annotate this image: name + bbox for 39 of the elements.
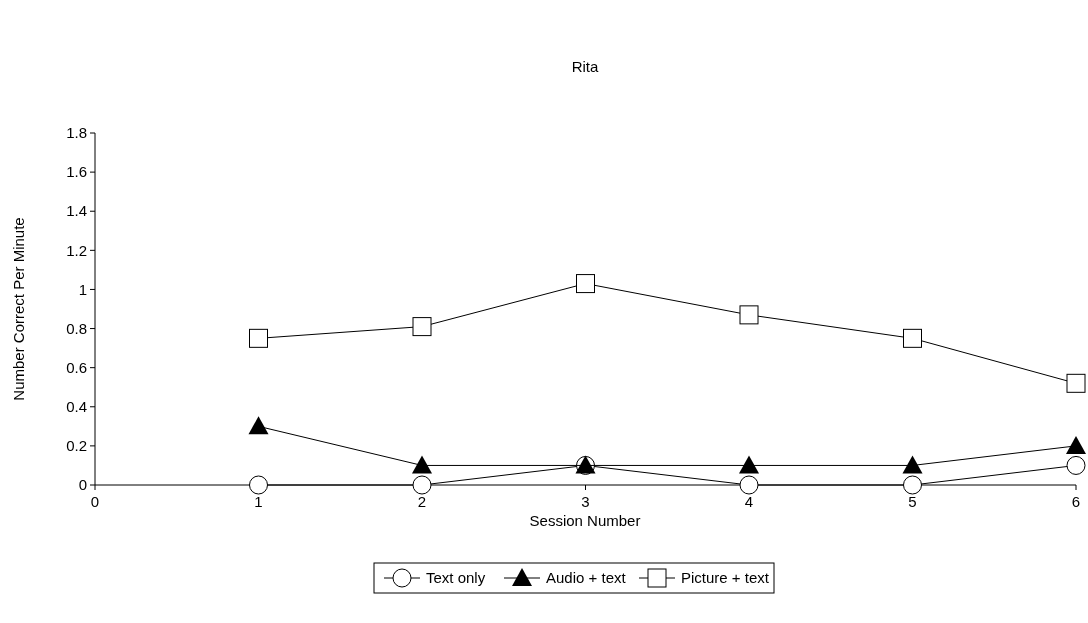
- point: [412, 475, 432, 495]
- point: [1066, 455, 1086, 475]
- legend-label: Text only: [426, 569, 486, 587]
- y-tick-label: 1.8: [66, 124, 87, 142]
- point: [739, 455, 759, 474]
- point: [903, 475, 922, 495]
- point: [412, 317, 432, 337]
- x-tick-label: 1: [254, 493, 263, 510]
- point: [1066, 373, 1086, 393]
- point: [739, 305, 759, 325]
- y-tick-label: 0.2: [66, 437, 87, 455]
- x-tick-label: 5: [908, 493, 917, 510]
- point: [739, 475, 759, 495]
- point: [249, 475, 268, 495]
- point: [576, 274, 595, 294]
- x-tick-label: 6: [1071, 493, 1081, 510]
- y-axis-title: Number Correct Per Minute: [10, 217, 27, 401]
- y-tick-label: 0.4: [66, 398, 87, 416]
- y-tick-label: 1: [78, 280, 87, 298]
- y-tick-label: 1.4: [66, 202, 87, 220]
- point: [249, 328, 268, 348]
- y-tick-label: 1.2: [66, 241, 87, 259]
- x-tick-label: 0: [90, 493, 100, 510]
- legend-label: Picture + text: [681, 569, 770, 587]
- point: [412, 455, 432, 474]
- x-tick-label: 3: [581, 493, 590, 510]
- point: [902, 455, 923, 474]
- point: [248, 416, 269, 435]
- y-tick-label: 0.8: [66, 319, 87, 337]
- y-tick-label: 0.6: [66, 358, 87, 376]
- point: [1066, 435, 1086, 454]
- x-tick-label: 4: [744, 493, 754, 510]
- x-axis-title: Session Number: [529, 512, 641, 529]
- x-tick-label: 2: [417, 493, 427, 510]
- y-tick-label: 1.6: [66, 163, 87, 181]
- y-tick-label: 0: [78, 476, 87, 494]
- chart-title: Rita: [571, 58, 599, 75]
- legend-label: Audio + text: [546, 569, 627, 587]
- point: [903, 328, 922, 348]
